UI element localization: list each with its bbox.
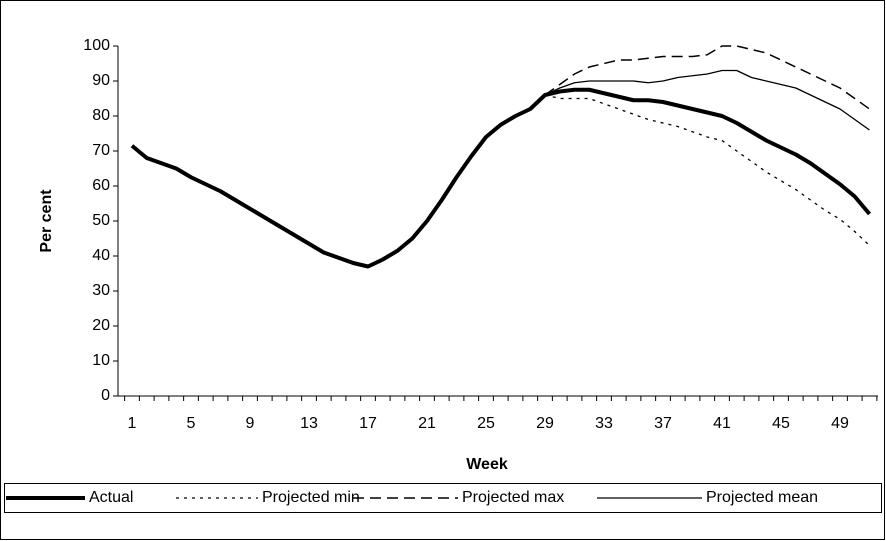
x-tick-label: 13 bbox=[300, 415, 318, 432]
x-tick-label: 21 bbox=[418, 415, 436, 432]
x-tick-label: 9 bbox=[246, 415, 255, 432]
series-line bbox=[544, 94, 870, 246]
x-tick-label: 1 bbox=[128, 415, 137, 432]
x-tick-label: 5 bbox=[187, 415, 196, 432]
y-tick-label: 0 bbox=[101, 387, 110, 404]
x-tick-label: 17 bbox=[359, 415, 377, 432]
x-tick-label: 37 bbox=[654, 415, 672, 432]
series-line bbox=[544, 45, 870, 110]
legend-label: Projected mean bbox=[706, 489, 818, 506]
series-line bbox=[544, 69, 870, 131]
legend-label: Actual bbox=[89, 489, 133, 506]
x-tick-label: 45 bbox=[772, 415, 790, 432]
y-tick-label: 30 bbox=[92, 282, 110, 299]
y-tick-label: 20 bbox=[92, 317, 110, 334]
y-tick-label: 70 bbox=[92, 142, 110, 159]
y-tick-label: 100 bbox=[83, 37, 110, 54]
legend-label: Projected max bbox=[462, 489, 564, 506]
y-axis-label: Per cent bbox=[38, 189, 55, 253]
y-tick-label: 80 bbox=[92, 107, 110, 124]
x-tick-label: 25 bbox=[477, 415, 495, 432]
y-tick-label: 60 bbox=[92, 177, 110, 194]
y-tick-label: 90 bbox=[92, 72, 110, 89]
x-tick-label: 29 bbox=[536, 415, 554, 432]
legend-box bbox=[4, 483, 882, 513]
x-tick-label: 41 bbox=[713, 415, 731, 432]
y-tick-label: 40 bbox=[92, 247, 110, 264]
series-line bbox=[130, 87, 872, 269]
legend-label: Projected min bbox=[262, 489, 360, 506]
x-tick-label: 49 bbox=[831, 415, 849, 432]
x-tick-label: 33 bbox=[595, 415, 613, 432]
x-axis-label: Week bbox=[466, 456, 508, 473]
y-tick-label: 10 bbox=[92, 352, 110, 369]
y-tick-label: 50 bbox=[92, 212, 110, 229]
